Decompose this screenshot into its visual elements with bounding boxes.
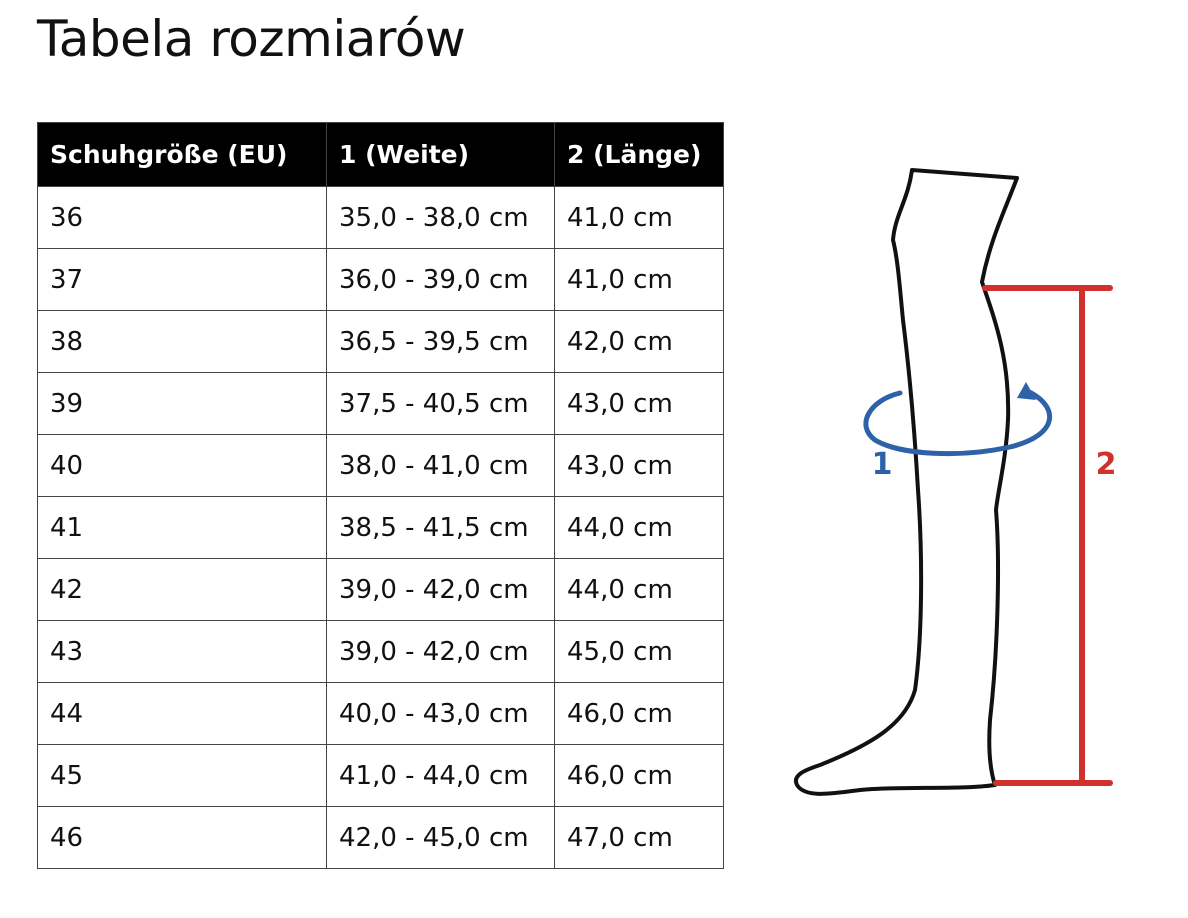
width-arrow-head (1017, 382, 1036, 400)
width-label: 1 (872, 447, 893, 482)
table-row: 42 39,0 - 42,0 cm 44,0 cm (37, 558, 724, 621)
width-measure-loop (863, 387, 1053, 457)
table-row: 37 36,0 - 39,0 cm 41,0 cm (37, 248, 724, 311)
table-row: 46 42,0 - 45,0 cm 47,0 cm (37, 806, 724, 869)
table-cell: 39,0 - 42,0 cm (326, 620, 555, 683)
table-cell: 41 (37, 496, 327, 559)
table-row: 44 40,0 - 43,0 cm 46,0 cm (37, 682, 724, 745)
leg-outline (793, 168, 1019, 796)
table-cell: 37,5 - 40,5 cm (326, 372, 555, 435)
table-cell: 36,5 - 39,5 cm (326, 310, 555, 373)
table-cell: 43,0 cm (554, 372, 724, 435)
header-cell: 2 (Länge) (554, 122, 724, 187)
size-table: Schuhgröße (EU) 1 (Weite) 2 (Länge) 36 35,0… (37, 122, 724, 869)
table-cell: 42,0 - 45,0 cm (326, 806, 555, 869)
table-cell: 36 (37, 186, 327, 249)
table-cell: 36,0 - 39,0 cm (326, 248, 555, 311)
table-row: 40 38,0 - 41,0 cm 43,0 cm (37, 434, 724, 497)
table-cell: 41,0 cm (554, 186, 724, 249)
table-cell: 40 (37, 434, 327, 497)
table-cell: 44,0 cm (554, 496, 724, 559)
table-cell: 47,0 cm (554, 806, 724, 869)
table-cell: 42 (37, 558, 327, 621)
table-cell: 45,0 cm (554, 620, 724, 683)
table-cell: 35,0 - 38,0 cm (326, 186, 555, 249)
length-measure (982, 285, 1113, 786)
table-cell: 43,0 cm (554, 434, 724, 497)
table-cell: 46,0 cm (554, 682, 724, 745)
table-cell: 39 (37, 372, 327, 435)
table-cell: 44 (37, 682, 327, 745)
length-label: 2 (1096, 447, 1117, 482)
header-row: Schuhgröße (EU) 1 (Weite) 2 (Länge) (37, 122, 724, 187)
table-row: 38 36,5 - 39,5 cm 42,0 cm (37, 310, 724, 373)
table-cell: 39,0 - 42,0 cm (326, 558, 555, 621)
table-cell: 38,5 - 41,5 cm (326, 496, 555, 559)
table-cell: 46,0 cm (554, 744, 724, 807)
header-cell: 1 (Weite) (326, 122, 555, 187)
table-row: 43 39,0 - 42,0 cm 45,0 cm (37, 620, 724, 683)
table-row: 45 41,0 - 44,0 cm 46,0 cm (37, 744, 724, 807)
table-cell: 38,0 - 41,0 cm (326, 434, 555, 497)
table-cell: 44,0 cm (554, 558, 724, 621)
table-cell: 38 (37, 310, 327, 373)
page-title: Tabela rozmiarów (37, 10, 466, 68)
table-body: 36 35,0 - 38,0 cm 41,0 cm 37 36,0 - 39,0 cm 4… (37, 186, 724, 869)
header-cell: Schuhgröße (EU) (37, 122, 327, 187)
table-cell: 41,0 - 44,0 cm (326, 744, 555, 807)
table-row: 41 38,5 - 41,5 cm 44,0 cm (37, 496, 724, 559)
table-cell: 46 (37, 806, 327, 869)
table-cell: 41,0 cm (554, 248, 724, 311)
table-cell: 37 (37, 248, 327, 311)
table-cell: 40,0 - 43,0 cm (326, 682, 555, 745)
table-row: 39 37,5 - 40,5 cm 43,0 cm (37, 372, 724, 435)
table-cell: 43 (37, 620, 327, 683)
table-cell: 42,0 cm (554, 310, 724, 373)
table-cell: 45 (37, 744, 327, 807)
table-row: 36 35,0 - 38,0 cm 41,0 cm (37, 186, 724, 249)
